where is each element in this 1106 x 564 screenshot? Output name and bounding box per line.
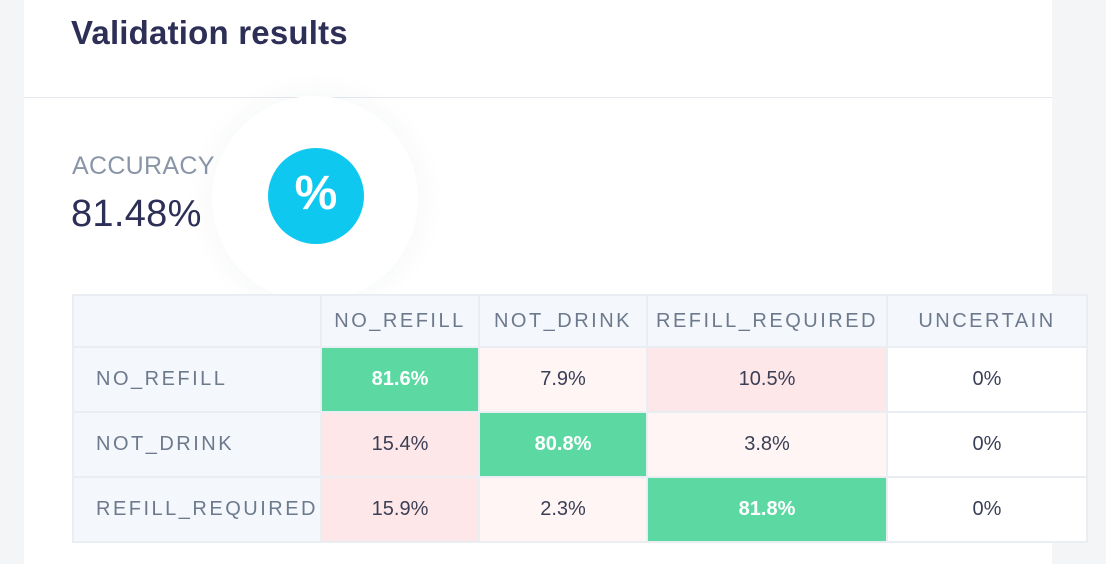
confusion-matrix-table: NO_REFILL NOT_DRINK REFILL_REQUIRED UNCE… — [72, 294, 1088, 543]
percent-icon: % — [268, 148, 364, 244]
matrix-cell: 10.5% — [646, 346, 888, 413]
column-header: REFILL_REQUIRED — [646, 294, 888, 348]
table-row: NOT_DRINK 15.4% 80.8% 3.8% 0% — [72, 411, 1088, 478]
column-header: UNCERTAIN — [886, 294, 1088, 348]
accuracy-label: ACCURACY — [72, 152, 215, 180]
corner-cell — [72, 294, 322, 348]
column-header: NO_REFILL — [320, 294, 480, 348]
page-title: Validation results — [71, 14, 348, 51]
row-header: REFILL_REQUIRED — [72, 476, 322, 543]
matrix-cell: 7.9% — [478, 346, 648, 413]
row-header: NO_REFILL — [72, 346, 322, 413]
accuracy-value: 81.48% — [71, 193, 202, 235]
matrix-cell: 80.8% — [478, 411, 648, 478]
table-row: NO_REFILL 81.6% 7.9% 10.5% 0% — [72, 346, 1088, 413]
table-row: REFILL_REQUIRED 15.9% 2.3% 81.8% 0% — [72, 476, 1088, 543]
matrix-cell: 81.6% — [320, 346, 480, 413]
column-header: NOT_DRINK — [478, 294, 648, 348]
matrix-cell: 0% — [886, 346, 1088, 413]
matrix-cell: 81.8% — [646, 476, 888, 543]
matrix-cell: 0% — [886, 476, 1088, 543]
card-header: Validation results — [24, 0, 1052, 98]
row-header: NOT_DRINK — [72, 411, 322, 478]
matrix-cell: 0% — [886, 411, 1088, 478]
matrix-cell: 2.3% — [478, 476, 648, 543]
percent-glyph: % — [294, 167, 338, 220]
header-row: NO_REFILL NOT_DRINK REFILL_REQUIRED UNCE… — [72, 294, 1088, 348]
matrix-cell: 15.4% — [320, 411, 480, 478]
matrix-cell: 15.9% — [320, 476, 480, 543]
matrix-cell: 3.8% — [646, 411, 888, 478]
